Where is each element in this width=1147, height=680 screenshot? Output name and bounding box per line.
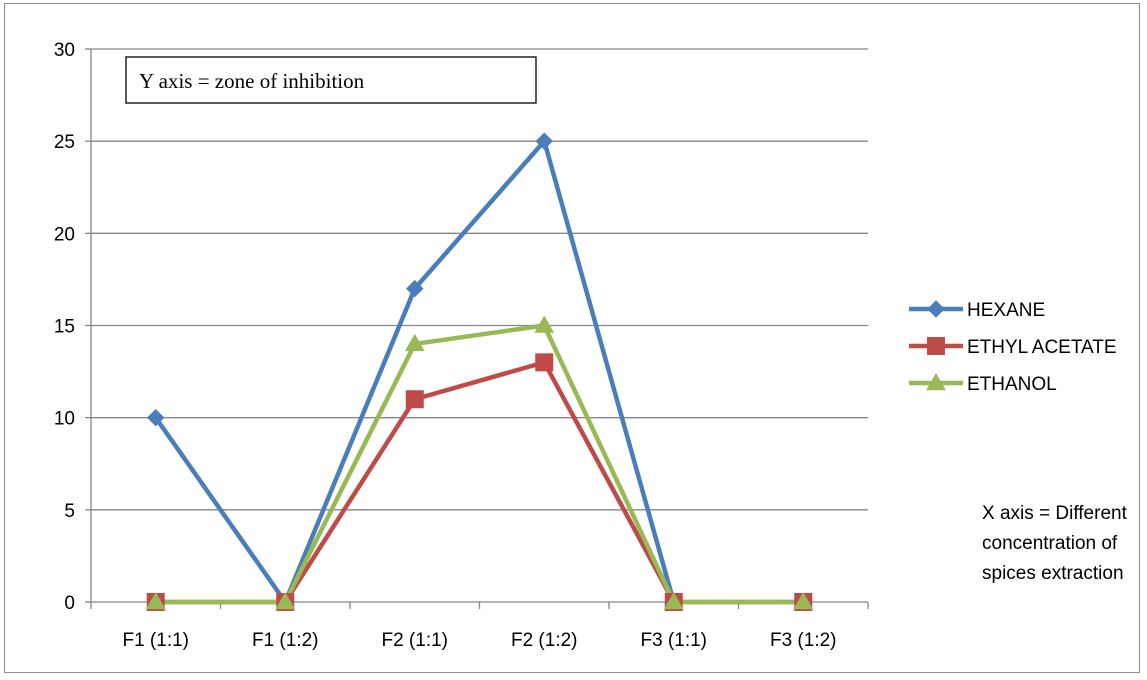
y-tick-label: 5 (64, 501, 75, 522)
y-axis-annotation-box: Y axis = zone of inhibition (125, 56, 537, 104)
y-tick-label: 20 (54, 224, 75, 245)
data-point-ethanol (275, 591, 296, 610)
legend-marker-ethyl-acetate (927, 337, 945, 355)
annotation-box-border (125, 56, 537, 104)
x-tick-label: F1 (1:1) (122, 630, 189, 651)
legend: HEXANE ETHYL ACETATE ETHANOL (909, 300, 1117, 395)
y-tick-labels: 0 5 10 15 20 25 30 (54, 40, 75, 614)
data-point-hexane (147, 408, 165, 427)
data-point-hexane (535, 132, 553, 150)
x-tick-labels: F1 (1:1) F1 (1:2) F2 (1:1) F2 (1:2) F3 (1:1)… (122, 630, 836, 651)
x-tick-label: F2 (1:2) (511, 630, 578, 651)
y-tick-label: 10 (54, 409, 75, 430)
data-point-ethanol (663, 591, 684, 610)
x-axis-note-line-1: X axis = Different (982, 503, 1128, 524)
series-markers (145, 132, 814, 611)
chart-frame: 0 5 10 15 20 25 30 F1 (1:1) F1 (1:2) F2 (1:1) F2 … (4, 3, 1140, 673)
line-chart: 0 5 10 15 20 25 30 F1 (1:1) F1 (1:2) F2 (1:1) F2 … (54, 40, 1128, 651)
x-axis-note: X axis = Different concentration of spic… (982, 503, 1128, 584)
x-tick-label: F1 (1:2) (252, 630, 319, 651)
data-point-ethanol (534, 315, 555, 333)
legend-label-ethanol: ETHANOL (967, 374, 1057, 395)
data-point-ethanol (404, 333, 425, 352)
series-line-hexane (153, 138, 676, 605)
x-tick-label: F2 (1:1) (381, 630, 448, 651)
axes (85, 48, 869, 609)
y-axis-annotation-text: Y axis = zone of inhibition (139, 69, 365, 93)
data-point-hexane (406, 279, 424, 298)
y-tick-label: 30 (54, 40, 75, 61)
legend-marker-ethanol (926, 372, 946, 391)
data-point-ethyl-acetate (405, 390, 424, 409)
gridlines (91, 48, 868, 511)
y-tick-label: 25 (54, 132, 75, 153)
y-tick-label: 0 (64, 593, 75, 614)
series-line-ethanol (155, 323, 804, 605)
series-line-ethyl-acetate (155, 360, 804, 605)
data-point-ethanol (145, 591, 166, 610)
x-axis-note-line-2: concentration of (982, 533, 1118, 554)
legend-marker-hexane (927, 300, 945, 318)
x-tick-label: F3 (1:2) (770, 630, 837, 651)
x-tick-label: F3 (1:1) (640, 630, 707, 651)
data-point-ethyl-acetate (535, 353, 554, 372)
legend-label-hexane: HEXANE (967, 300, 1045, 321)
legend-label-ethyl-acetate: ETHYL ACETATE (967, 337, 1117, 358)
x-axis-note-line-3: spices extraction (982, 563, 1124, 584)
data-point-ethanol (793, 591, 814, 610)
series-lines (153, 138, 804, 605)
y-tick-label: 15 (54, 317, 75, 338)
